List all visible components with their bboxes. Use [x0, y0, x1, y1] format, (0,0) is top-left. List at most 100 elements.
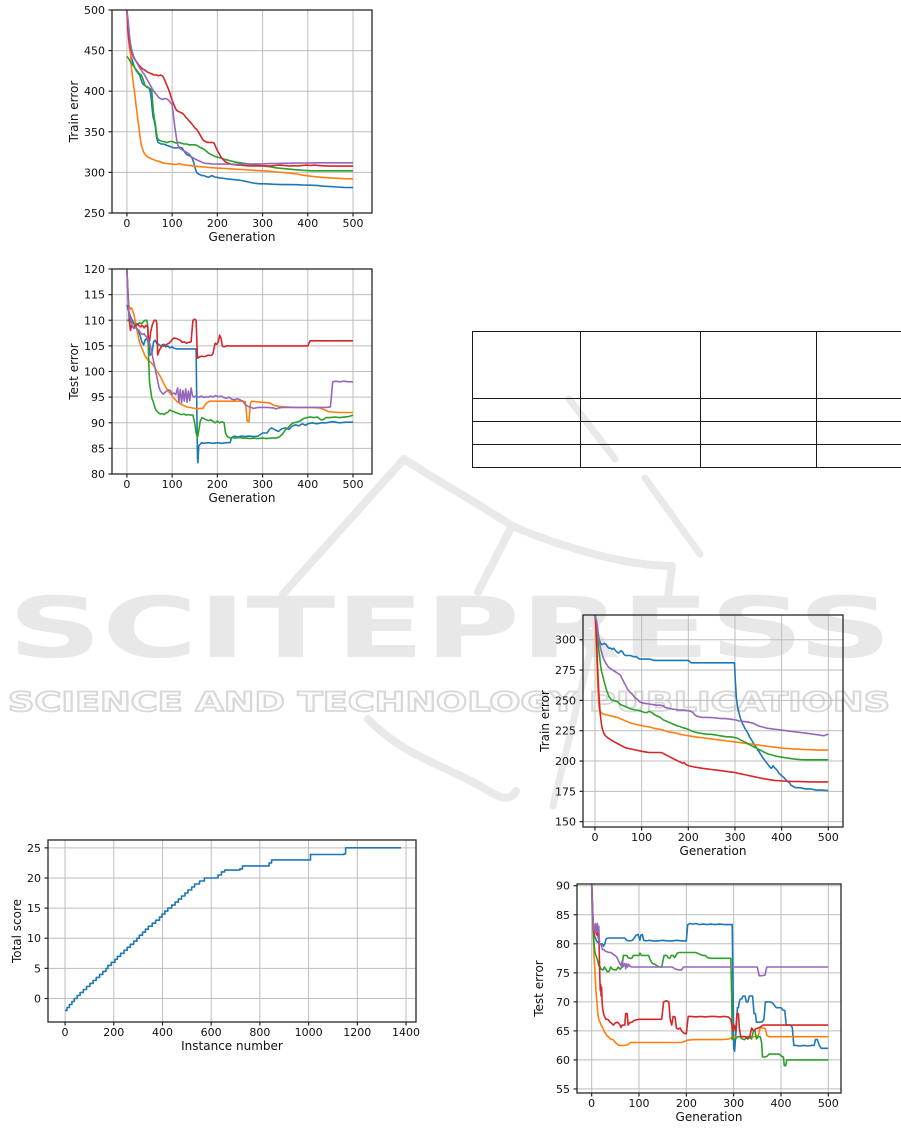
x-axis-label: Generation [209, 491, 276, 505]
logo-swoosh-left-page [400, 455, 516, 530]
plot-border [47, 839, 417, 1023]
y-axis-label: Total score [10, 899, 24, 964]
x-tick-label: 200 [676, 1097, 697, 1110]
y-tick-label: 225 [555, 725, 576, 738]
table-cell [700, 444, 817, 468]
y-tick-label: 75 [556, 967, 570, 980]
x-tick-label: 1200 [343, 1026, 371, 1039]
series-red [126, 10, 353, 167]
series-orange [126, 269, 353, 423]
series-orange [590, 884, 829, 1047]
y-tick-label: 100 [84, 366, 105, 379]
y-tick-label: 85 [91, 442, 105, 455]
y-tick-label: 105 [84, 340, 105, 353]
y-tick-label: 80 [556, 938, 570, 951]
table-row [472, 331, 901, 399]
x-tick-label: 400 [297, 217, 318, 230]
y-axis-label: Train error [67, 81, 81, 144]
x-axis-label: Instance number [181, 1039, 283, 1053]
x-tick-label: 600 [201, 1026, 222, 1039]
y-tick-label: 150 [555, 816, 576, 829]
x-tick-label: 300 [723, 1097, 744, 1110]
y-tick-label: 275 [555, 664, 576, 677]
y-tick-label: 70 [556, 996, 570, 1009]
plot-border [576, 883, 842, 1094]
x-tick-label: 800 [249, 1026, 270, 1039]
y-tick-label: 25 [27, 842, 41, 855]
results-table [472, 331, 901, 468]
x-tick-label: 200 [207, 217, 228, 230]
x-tick-label: 100 [631, 831, 652, 844]
x-tick-label: 0 [62, 1026, 69, 1039]
logo-swoosh-diagonal [549, 606, 604, 810]
series-purple [590, 884, 829, 977]
x-axis-label: Generation [680, 844, 747, 858]
series-red [126, 269, 353, 359]
x-tick-label: 300 [724, 831, 745, 844]
train-error-chart-top-left: 0 100 200 300 400 500 250 300 350 400 450 500 Genera… [67, 4, 373, 244]
y-tick-label: 85 [556, 909, 570, 922]
watermark-title: SCITEPRESS [8, 579, 892, 677]
y-tick-label: 10 [27, 932, 41, 945]
y-axis-label: Test error [532, 960, 546, 1018]
y-tick-label: 300 [555, 634, 576, 647]
series-purple [594, 615, 829, 737]
table-row [472, 398, 901, 422]
x-tick-label: 300 [252, 478, 273, 491]
x-axis-label: Generation [209, 230, 276, 244]
logo-swoosh-wave [364, 715, 520, 802]
x-tick-label: 100 [162, 478, 183, 491]
logo-swoosh-right-page [508, 522, 676, 602]
y-tick-label: 90 [91, 417, 105, 430]
table-cell [816, 421, 901, 445]
y-tick-label: 175 [555, 785, 576, 798]
y-axis-label: Train error [538, 690, 552, 753]
x-tick-label: 400 [297, 478, 318, 491]
y-tick-label: 95 [91, 391, 105, 404]
x-tick-label: 1000 [295, 1026, 323, 1039]
x-tick-label: 0 [123, 217, 130, 230]
plot-border [111, 9, 373, 214]
y-tick-label: 300 [84, 166, 105, 179]
y-axis-label: Test error [67, 343, 81, 401]
table-cell [580, 331, 701, 399]
table-cell [700, 398, 817, 422]
y-tick-label: 350 [84, 126, 105, 139]
x-tick-label: 1400 [392, 1026, 420, 1039]
y-tick-label: 120 [84, 263, 105, 276]
x-axis-label: Generation [676, 1110, 743, 1124]
x-tick-label: 100 [629, 1097, 650, 1110]
x-tick-label: 500 [343, 478, 364, 491]
test-error-chart-right: 0 100 200 300 400 500 55 60 65 70 75 80 85 90 Generati… [532, 880, 842, 1124]
series-red [594, 615, 829, 783]
series-blue [126, 304, 353, 464]
table-cell [580, 444, 701, 468]
x-tick-label: 0 [588, 1097, 595, 1110]
series-green [594, 615, 829, 761]
logo-swoosh-bookmark [474, 522, 516, 596]
series-purple [126, 10, 353, 166]
x-tick-label: 200 [103, 1026, 124, 1039]
y-tick-label: 250 [555, 694, 576, 707]
table-row [472, 444, 901, 468]
y-tick-label: 250 [84, 207, 105, 220]
y-tick-label: 450 [84, 45, 105, 58]
x-tick-label: 400 [152, 1026, 173, 1039]
y-tick-label: 500 [84, 4, 105, 17]
y-tick-label: 20 [27, 872, 41, 885]
x-tick-label: 0 [123, 478, 130, 491]
series-green [126, 319, 354, 440]
series-orange [594, 615, 829, 751]
train-error-chart-right: 0 100 200 300 400 500150175200225250275300Gen… [538, 614, 844, 858]
y-tick-label: 55 [556, 1083, 570, 1096]
series-blue [590, 884, 829, 1052]
y-tick-label: 5 [34, 962, 41, 975]
y-tick-label: 115 [84, 289, 105, 302]
logo-swoosh-left-slope [279, 455, 408, 598]
y-tick-label: 65 [556, 1025, 570, 1038]
y-tick-label: 400 [84, 85, 105, 98]
x-tick-label: 400 [770, 1097, 791, 1110]
